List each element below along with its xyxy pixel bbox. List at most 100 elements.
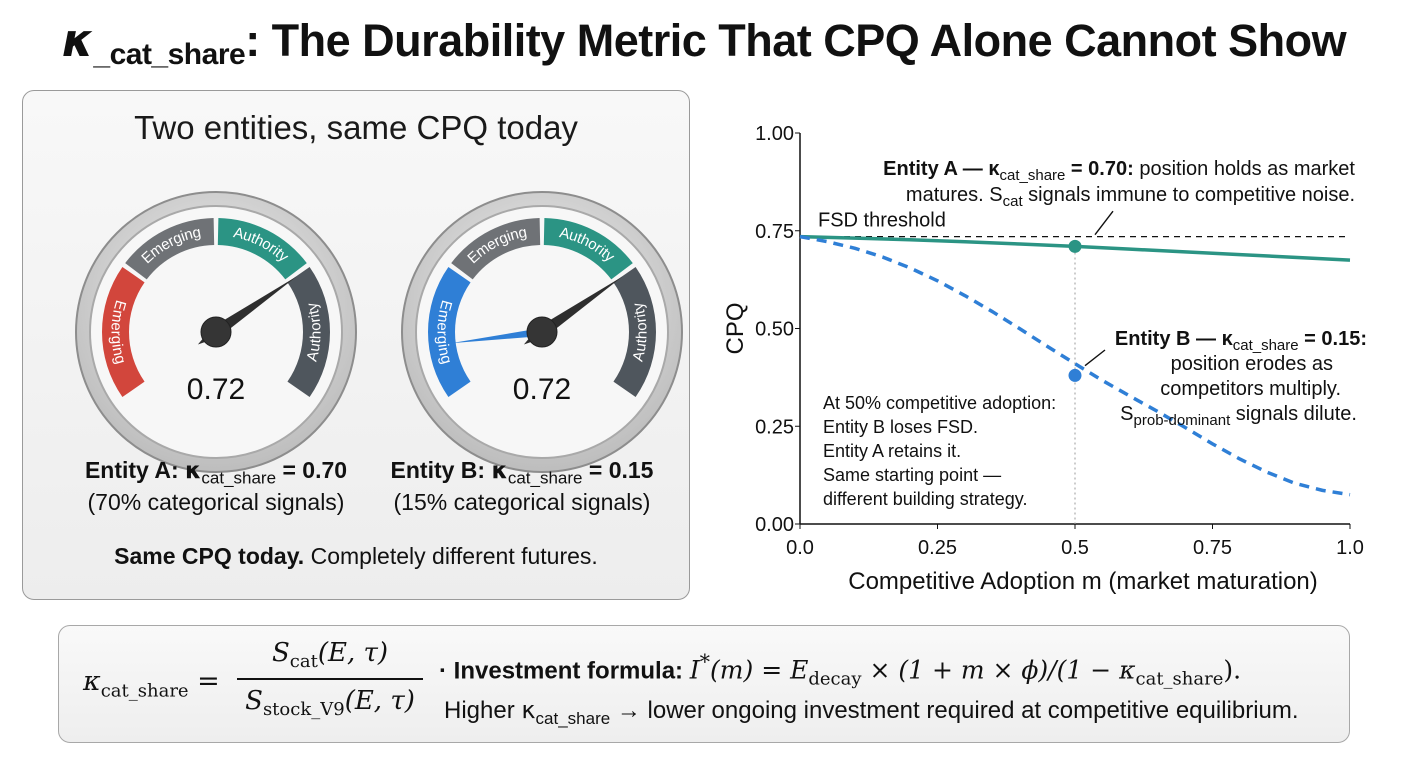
bottom-note-bold: Same CPQ today. [114,543,305,569]
y-axis-label: CPQ [722,302,749,354]
x-tick-label: 1.0 [1336,537,1364,559]
y-tick-label: 0.75 [755,221,794,243]
gauge-secondary-needle [450,328,543,344]
investment-rest: × (1 + m × ϕ)/(1 − κ [861,655,1136,685]
title-text: : The Durability Metric That CPQ Alone C… [245,15,1347,66]
gauge-segment [287,266,330,398]
marker-entity-a [1068,239,1082,253]
y-tick-label: 0.50 [755,319,794,341]
annotation-entity-b-line3: competitors multiply. [1160,378,1341,400]
x-axis-label: Competitive Adoption m (market maturatio… [848,568,1318,595]
gauge-hub [526,316,558,348]
gauge-segment [101,266,145,398]
kappa-definition-lhs: κcat_share = [83,666,220,701]
higher-kappa: κ [521,696,536,724]
numerator-args: (E, τ) [317,638,389,668]
gauge-segment [613,266,656,398]
x-tick-label: 0.75 [1193,537,1232,559]
lhs-kappa: κ [83,666,101,697]
annotation-middle-line: different building strategy. [823,489,1027,509]
annotation-entity-b-line4: Sprob-dominant signals dilute. [1120,403,1357,429]
entity-a-note: (70% categorical signals) [87,489,345,515]
gauge-segment [125,218,215,280]
entity-b-kappa-line: Entity B: κcat_share = 0.15 [362,457,682,489]
comparison-panel: Two entities, same CPQ today Emerging Eme… [22,90,690,600]
formula-box: κcat_share = Scat(E, τ) Sstock_V9(E, τ) … [58,625,1350,743]
investment-star: * [699,650,711,674]
lhs-eq: = [188,666,220,697]
investment-label: Investment formula: [453,657,690,685]
x-tick-label: 0.0 [786,537,814,559]
bottom-note: Same CPQ today. Completely different fut… [23,543,689,570]
y-tick-label: 0.00 [755,514,794,536]
marker-entity-b [1068,368,1082,382]
entity-a-kappa-line: Entity A: κcat_share = 0.70 [56,457,376,489]
entity-b-label: Entity B: [390,457,492,483]
gauge-hub [200,316,232,348]
series-line-entity-b [799,234,1351,497]
panel-heading: Two entities, same CPQ today [134,109,578,146]
entity-a-kappa: κ [185,458,202,484]
annotation-middle-line: Entity A retains it. [823,441,961,461]
entity-a-label: Entity A: [84,457,186,483]
cpq-chart: 0.0 0.25 0.5 0.75 1.0 0.00 0.25 0.50 0.75 1.00 Com… [722,123,1367,595]
higher-kappa-note: Higher κcat_share → lower ongoing invest… [444,696,1299,729]
investment-formula: · Investment formula: I*(m) = Edecay × (… [439,650,1241,689]
entity-b-note: (15% categorical signals) [393,489,651,515]
gauge-value: 0.72 [513,373,571,406]
numerator-sub: cat [289,651,318,673]
entity-b-kappa-sub: cat_share [507,468,583,488]
gauge-segment [451,218,541,280]
entity-a-eq: = [276,457,303,483]
investment-decay-sub: decay [808,668,862,690]
fraction-denominator: Sstock_V9(E, τ) [237,680,423,720]
gauge-value: 0.72 [187,373,245,406]
title-kappa: κ [61,14,94,67]
denominator-s: S [245,686,263,717]
page-title: κ_cat_share: The Durability Metric That … [0,14,1408,72]
gauge-segment-label: Authority [303,300,324,363]
investment-kappa-sub: cat_share [1135,668,1224,690]
gauge-segment-label: Authority [629,300,650,363]
annotation-middle-line: At 50% competitive adoption: [823,393,1056,413]
investment-bullet: · [439,657,454,685]
kappa-fraction: Scat(E, τ) Sstock_V9(E, τ) [237,638,423,720]
entity-b-kappa: κ [491,458,508,484]
fsd-threshold-label: FSD threshold [818,210,946,232]
lhs-kappa-sub: cat_share [100,680,189,702]
investment-m: (m) = E [710,655,809,685]
gauge-segment [543,218,633,280]
entity-a-kappa-sub: cat_share [201,468,277,488]
fraction-numerator: Scat(E, τ) [237,638,423,681]
gauge-segment-label: Emerging [433,298,455,366]
higher-rest: → lower ongoing investment required at c… [610,697,1299,724]
entity-b-kappa-value: 0.15 [608,457,654,483]
annotation-middle-line: Entity B loses FSD. [823,417,978,437]
y-tick-label: 0.25 [755,416,794,438]
annotation-entity-b: Entity B — κcat_share = 0.15: [1115,328,1367,354]
bottom-note-rest: Completely different futures. [304,543,598,569]
x-tick-label: 0.25 [918,537,957,559]
higher-pre: Higher [444,697,522,724]
annotation-a-pointer [1094,210,1114,236]
x-tick-label: 0.5 [1061,537,1089,559]
denominator-sub: stock_V9 [262,699,345,721]
y-tick-label: 1.00 [755,123,794,145]
higher-kappa-sub: cat_share [535,708,611,728]
entity-a-kappa-value: 0.70 [302,457,348,483]
gauge-segment-label: Emerging [107,298,129,366]
gauge-segment [217,218,307,280]
numerator-s: S [271,638,290,668]
annotation-middle-line: Same starting point — [823,465,1001,485]
annotation-entity-b-line2: position erodes as [1171,353,1333,375]
title-kappa-subscript: _cat_share [93,38,246,71]
annotation-b-pointer [1084,349,1106,367]
annotation-entity-a: Entity A — κcat_share = 0.70: position h… [883,158,1355,184]
annotation-entity-a-line2: matures. Scat signals immune to competit… [906,184,1355,210]
investment-close: ). [1223,655,1242,685]
gauge-segment [428,266,471,398]
denominator-args: (E, τ) [344,686,415,717]
investment-i: I [689,655,700,685]
